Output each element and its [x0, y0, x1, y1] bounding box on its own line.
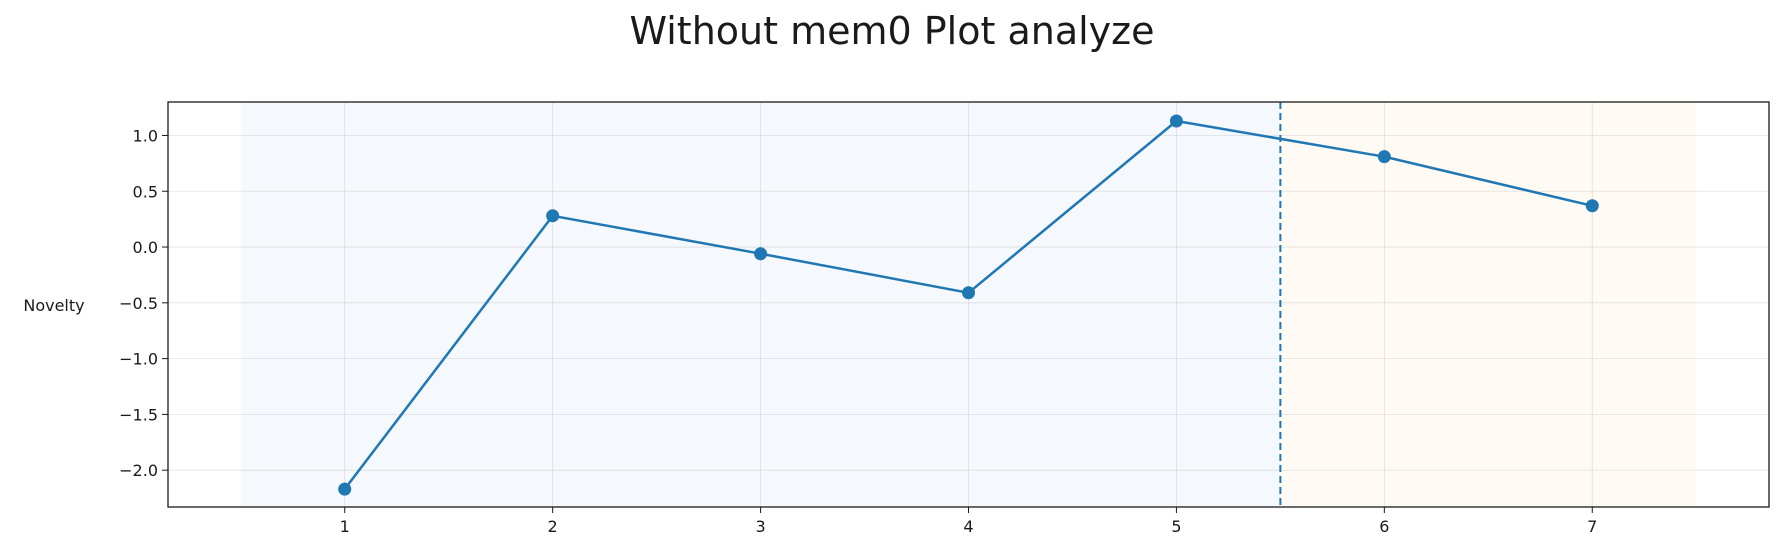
y-tick-label: −0.5	[119, 294, 158, 313]
x-tick-label: 3	[755, 517, 765, 536]
data-point	[754, 247, 768, 261]
y-tick-label: 1.0	[133, 126, 158, 145]
y-tick-label: −2.0	[119, 461, 158, 480]
y-tick-label: 0.0	[133, 238, 158, 257]
x-tick-label: 2	[548, 517, 558, 536]
x-tick-label: 5	[1171, 517, 1181, 536]
data-point	[338, 482, 352, 496]
x-tick-label: 4	[963, 517, 973, 536]
data-point	[1377, 150, 1391, 164]
data-point	[962, 286, 975, 300]
y-axis-label: Novelty	[23, 296, 84, 315]
shaded-regions	[240, 102, 1697, 507]
y-tick-label: −1.5	[119, 405, 158, 424]
series-layer	[338, 114, 1599, 496]
data-point	[1585, 199, 1599, 213]
shaded-region-1	[240, 102, 1281, 507]
data-point	[546, 209, 560, 223]
data-point	[1169, 114, 1183, 128]
chart-title: Without mem0 Plot analyze	[630, 9, 1155, 53]
grid	[168, 102, 1769, 507]
x-tick-label: 6	[1379, 517, 1389, 536]
x-tick-label: 7	[1587, 517, 1597, 536]
y-tick-label: −1.0	[119, 350, 158, 369]
x-tick-label: 1	[340, 517, 350, 536]
y-tick-label: 0.5	[133, 182, 158, 201]
axis-ticks: 1 2 3 4 5 6 7 1.0 0.5 0.0 −0.5 −1.0 −1.5 −2.0	[119, 126, 1597, 536]
shaded-region-2	[1280, 102, 1697, 507]
